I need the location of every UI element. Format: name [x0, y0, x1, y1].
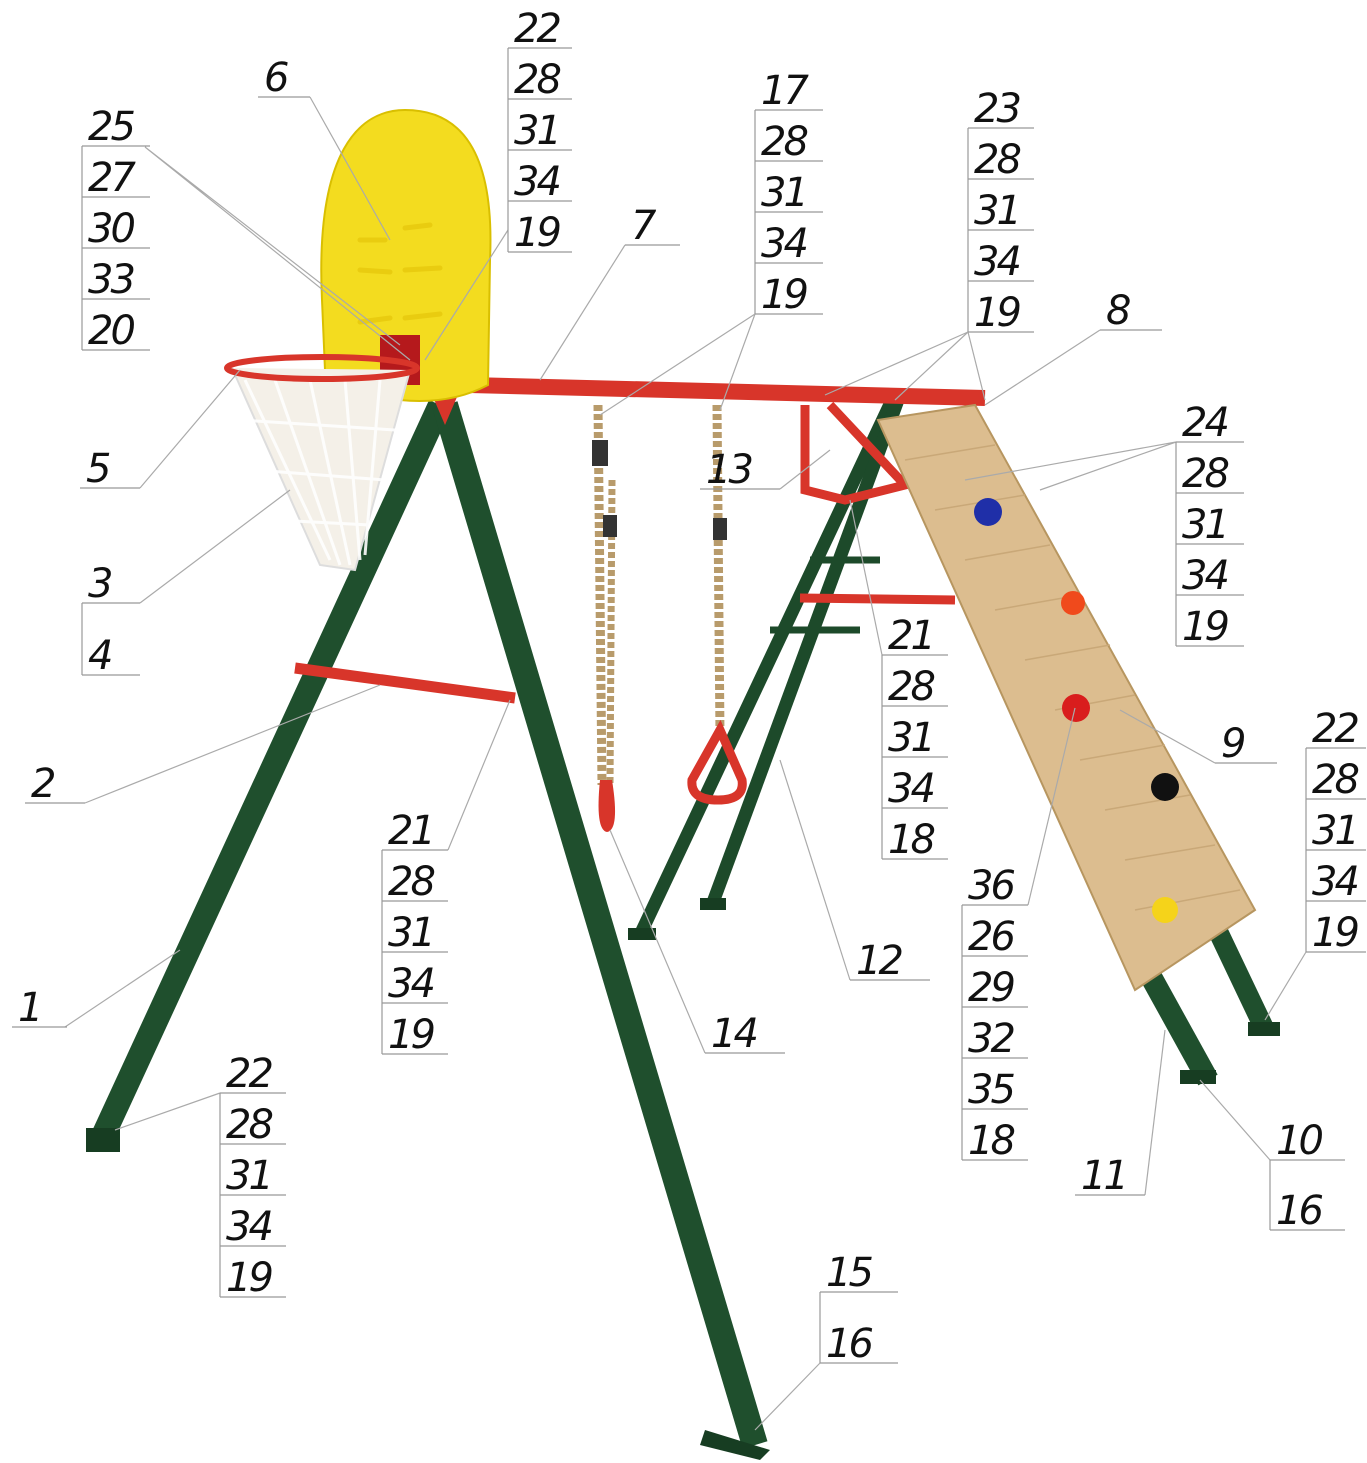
part-number: 13 [706, 447, 751, 493]
callout: 11 [1075, 1153, 1145, 1199]
part-number: 35 [968, 1067, 1014, 1113]
part-number: 31 [388, 910, 433, 956]
part-number: 2 [31, 761, 54, 807]
part-number: 21 [388, 808, 433, 854]
part-number: 28 [974, 137, 1020, 183]
part-number: 31 [226, 1153, 271, 1199]
callout: 13 [700, 447, 780, 493]
callout: 25 27 30 33 20 [81, 104, 150, 354]
part-number: 16 [1276, 1188, 1322, 1234]
part-number: 34 [388, 961, 433, 1007]
part-number: 14 [711, 1011, 756, 1057]
part-number: 28 [226, 1102, 272, 1148]
part-number: 31 [1182, 502, 1227, 548]
part-number: 31 [888, 715, 933, 761]
callout: 22 28 31 34 19 [507, 6, 572, 256]
part-number: 34 [888, 766, 933, 812]
part-number: 34 [1182, 553, 1227, 599]
part-number: 19 [514, 210, 559, 256]
callout: 7 [625, 203, 680, 249]
part-number: 25 [88, 104, 134, 150]
part-number: 28 [1182, 451, 1228, 497]
part-number: 1 [18, 985, 40, 1031]
part-number: 19 [226, 1255, 271, 1301]
part-number: 28 [388, 859, 434, 905]
callout: 24 28 31 34 19 [1175, 400, 1244, 650]
part-number: 27 [88, 155, 136, 201]
callout: 6 [258, 55, 310, 101]
part-number: 30 [88, 206, 134, 252]
part-number: 21 [888, 613, 933, 659]
part-number: 19 [388, 1012, 433, 1058]
callout: 8 [1100, 288, 1162, 334]
callout: 12 [850, 938, 930, 984]
part-number: 19 [761, 272, 806, 318]
part-number: 6 [264, 55, 288, 101]
part-number: 19 [1312, 910, 1357, 956]
part-number: 18 [968, 1118, 1014, 1164]
part-number: 31 [761, 170, 806, 216]
callout: 2 [25, 761, 85, 807]
part-number: 9 [1221, 721, 1244, 767]
part-number: 10 [1276, 1118, 1322, 1164]
callout: 21 28 31 34 19 [381, 808, 448, 1058]
part-number: 22 [1312, 706, 1357, 752]
part-number: 8 [1106, 288, 1130, 334]
part-number: 31 [1312, 808, 1357, 854]
callout: 10 16 [1269, 1118, 1345, 1234]
part-number: 3 [88, 561, 111, 607]
callout: 22 28 31 34 19 [1305, 706, 1366, 956]
part-number: 19 [1182, 604, 1227, 650]
part-number: 22 [514, 6, 559, 52]
part-number: 4 [88, 633, 111, 679]
part-number: 34 [974, 239, 1019, 285]
part-number: 34 [761, 221, 806, 267]
part-number: 29 [968, 965, 1013, 1011]
callout: 36 26 29 32 35 18 [961, 863, 1028, 1164]
playground-illustration [86, 108, 1280, 1460]
part-number: 28 [888, 664, 934, 710]
callout: 1 [12, 985, 67, 1031]
part-number: 32 [968, 1016, 1013, 1062]
callout: 22 28 31 34 19 [219, 1051, 286, 1301]
callout: 9 [1215, 721, 1277, 767]
part-number: 34 [1312, 859, 1357, 905]
part-number: 24 [1182, 400, 1227, 446]
part-number: 28 [761, 119, 807, 165]
part-number: 7 [631, 203, 657, 249]
part-number: 31 [514, 108, 559, 154]
part-number: 22 [226, 1051, 271, 1097]
part-number: 28 [514, 57, 560, 103]
callout: 34 [81, 561, 140, 679]
part-number: 34 [226, 1204, 271, 1250]
leader-lines [64, 96, 1307, 1431]
part-number: 28 [1312, 757, 1358, 803]
part-number: 17 [761, 68, 809, 114]
callout: 23 28 31 34 19 [967, 86, 1034, 336]
callouts: 2228313419625273033201728313419723283134… [12, 6, 1366, 1367]
part-number: 36 [968, 863, 1014, 909]
part-number: 34 [514, 159, 559, 205]
callout: 14 [705, 1011, 785, 1057]
part-number: 18 [888, 817, 934, 863]
part-number: 20 [88, 308, 134, 354]
part-number: 23 [974, 86, 1019, 132]
part-number: 33 [88, 257, 133, 303]
part-number: 11 [1081, 1153, 1126, 1199]
callout: 5 [80, 446, 140, 492]
part-number: 12 [856, 938, 901, 984]
part-number: 31 [974, 188, 1019, 234]
callout: 21 28 31 34 18 [881, 613, 948, 863]
part-number: 19 [974, 290, 1019, 336]
part-number: 15 [826, 1250, 872, 1296]
part-number: 26 [968, 914, 1014, 960]
callout: 17 28 31 34 19 [754, 68, 823, 318]
part-number: 16 [826, 1321, 872, 1367]
part-number: 5 [86, 446, 110, 492]
